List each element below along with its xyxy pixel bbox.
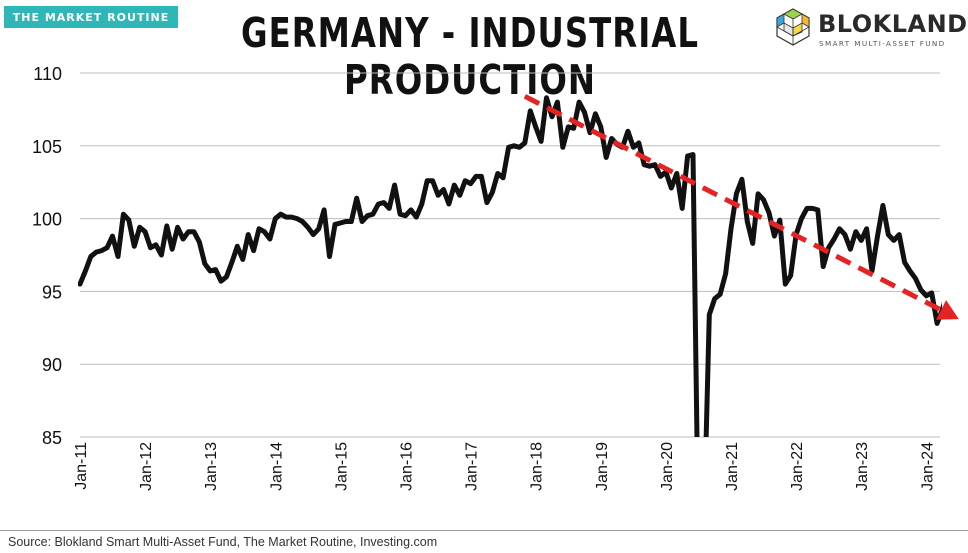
x-tick-label-Jan-11: Jan-11 [73, 442, 90, 490]
x-tick-label-Jan-12: Jan-12 [138, 442, 155, 491]
x-tick-label-Jan-23: Jan-23 [854, 442, 871, 491]
x-tick-label-Jan-18: Jan-18 [529, 442, 546, 491]
x-tick-label-Jan-19: Jan-19 [594, 442, 611, 491]
grid-lines [80, 72, 940, 438]
y-tick-label-105: 105 [32, 137, 62, 157]
x-tick-label-Jan-13: Jan-13 [203, 442, 220, 491]
logo-subtitle: SMART MULTI-ASSET FUND [819, 39, 946, 48]
x-tick-label-Jan-21: Jan-21 [724, 442, 741, 491]
series-line-0 [78, 95, 942, 437]
source-note: Source: Blokland Smart Multi-Asset Fund,… [0, 530, 968, 552]
x-tick-label-Jan-22: Jan-22 [789, 442, 806, 491]
chart-title: GERMANY - INDUSTRIAL PRODUCTION [241, 10, 699, 105]
x-tick-label-Jan-17: Jan-17 [464, 442, 481, 491]
y-tick-label-100: 100 [32, 210, 62, 230]
badge-label: THE MARKET ROUTINE [12, 10, 170, 24]
x-tick-label-Jan-16: Jan-16 [399, 442, 416, 491]
x-tick-label-Jan-14: Jan-14 [268, 442, 285, 491]
trend-group [523, 94, 959, 320]
y-tick-label-110: 110 [33, 64, 62, 84]
y-axis-ticks: 85 90 95 100 105 110 [32, 64, 62, 448]
market-routine-badge: THE MARKET ROUTINE [4, 6, 178, 28]
cube-logo-icon [776, 8, 810, 46]
series-group [78, 95, 942, 437]
logo-name: BLOKLAND [818, 10, 968, 38]
x-tick-label-Jan-15: Jan-15 [333, 442, 350, 491]
x-axis-ticks: Jan-11 Jan-12 Jan-13 Jan-14 Jan-15 Jan-16 Jan-… [73, 442, 936, 491]
x-tick-label-Jan-24: Jan-24 [919, 442, 936, 491]
trend-arrow-head [936, 300, 959, 320]
y-tick-label-85: 85 [42, 428, 62, 448]
trend-arrow-line [523, 94, 943, 313]
blokland-logo: BLOKLAND SMART MULTI-ASSET FUND [772, 6, 967, 52]
y-tick-label-95: 95 [42, 282, 62, 302]
y-tick-label-90: 90 [42, 355, 62, 375]
x-tick-label-Jan-20: Jan-20 [659, 442, 676, 491]
